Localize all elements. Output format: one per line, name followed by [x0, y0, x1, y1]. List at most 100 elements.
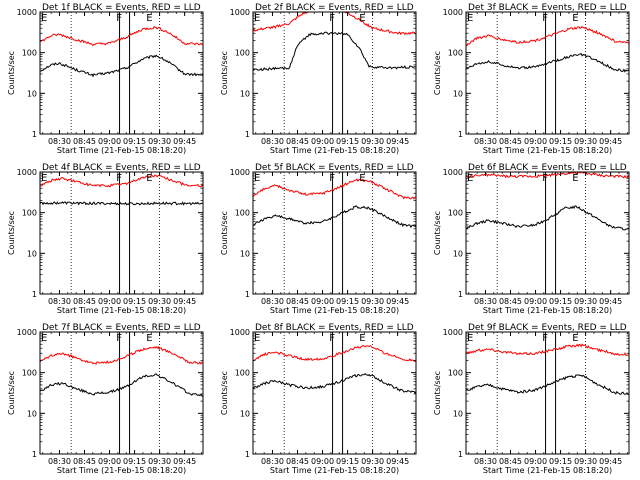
y-tick-label: 1000 — [443, 168, 463, 177]
x-tick-label: 09:45 — [386, 137, 409, 146]
y-axis-label: Counts/sec — [433, 371, 442, 415]
y-tick-label: 10 — [240, 249, 250, 258]
panel-title: Det 3f BLACK = Events, RED = LLD — [468, 3, 627, 13]
attenuator-region-label: F — [116, 13, 122, 24]
panel-title: Det 7f BLACK = Events, RED = LLD — [42, 323, 201, 333]
y-tick-label: 10 — [27, 89, 37, 98]
y-tick-label: 10 — [240, 409, 250, 418]
attenuator-region-label: F — [329, 333, 335, 344]
x-tick-label: 09:30 — [574, 297, 597, 306]
y-tick-label: 100 — [448, 49, 463, 58]
x-tick-label: 09:45 — [599, 137, 622, 146]
y-tick-label: 1000 — [230, 168, 250, 177]
events-series-line — [466, 374, 629, 395]
x-axis-label: Start Time (21-Feb-15 08:18:20) — [270, 466, 399, 475]
x-tick-label: 08:30 — [261, 137, 284, 146]
x-tick-label: 09:45 — [386, 457, 409, 466]
panel-title: Det 1f BLACK = Events, RED = LLD — [42, 3, 201, 13]
y-tick-label: 10 — [27, 409, 37, 418]
y-tick-label: 100 — [235, 209, 250, 218]
x-tick-label: 08:30 — [261, 457, 284, 466]
attenuator-region-label: E — [254, 173, 260, 184]
x-tick-label: 08:30 — [48, 137, 71, 146]
plot-frame — [465, 171, 630, 295]
attenuator-region-label: E — [146, 13, 152, 24]
plot-frame — [39, 11, 204, 135]
x-tick-label: 09:00 — [98, 137, 121, 146]
y-tick-label: 1 — [32, 290, 37, 299]
y-tick-label: 1 — [458, 130, 463, 139]
x-tick-label: 09:15 — [336, 457, 359, 466]
attenuator-region-label: F — [542, 13, 548, 24]
x-tick-label: 09:15 — [123, 297, 146, 306]
x-tick-label: 09:30 — [148, 297, 171, 306]
attenuator-region-label: E — [254, 13, 260, 24]
series-group — [466, 25, 629, 73]
x-tick-label: 08:45 — [499, 297, 522, 306]
x-tick-label: 09:15 — [123, 457, 146, 466]
x-tick-label: 08:45 — [73, 297, 96, 306]
attenuator-region-label: E — [467, 13, 473, 24]
plot-frame — [465, 331, 630, 455]
x-tick-label: 09:45 — [599, 297, 622, 306]
y-tick-label: 1 — [458, 290, 463, 299]
x-tick-label: 08:30 — [261, 297, 284, 306]
x-tick-label: 08:45 — [499, 457, 522, 466]
chart-panel: Det 4f BLACK = Events, RED = LLD 1 10 100 10… — [7, 163, 204, 315]
chart-panel: Det 5f BLACK = Events, RED = LLD 1 10 100 10… — [220, 163, 417, 315]
panel-title: Det 6f BLACK = Events, RED = LLD — [468, 163, 627, 173]
plot-frame — [465, 11, 630, 135]
lld-series-line — [253, 12, 416, 36]
x-axis-label: Start Time (21-Feb-15 08:18:20) — [57, 146, 186, 155]
series-group — [253, 344, 416, 394]
chart-panel: Det 7f BLACK = Events, RED = LLD 1 10 100 10… — [7, 323, 204, 475]
x-tick-label: 09:15 — [336, 137, 359, 146]
lld-series-line — [253, 344, 416, 362]
x-tick-label: 09:45 — [173, 297, 196, 306]
events-series-line — [40, 201, 203, 206]
x-tick-label: 09:45 — [599, 457, 622, 466]
attenuator-region-label: E — [359, 13, 365, 24]
y-axis-label: Counts/sec — [7, 371, 16, 415]
x-tick-label: 09:00 — [311, 457, 334, 466]
attenuator-region-label: F — [329, 13, 335, 24]
y-tick-label: 10 — [453, 409, 463, 418]
plot-frame — [39, 171, 204, 295]
x-tick-label: 08:30 — [474, 457, 497, 466]
x-axis-label: Start Time (21-Feb-15 08:18:20) — [483, 466, 612, 475]
y-tick-label: 10 — [453, 249, 463, 258]
y-axis-label: Counts/sec — [7, 211, 16, 255]
y-tick-label: 1 — [32, 450, 37, 459]
y-tick-label: 100 — [22, 209, 37, 218]
y-tick-label: 1 — [245, 450, 250, 459]
series-group — [40, 345, 203, 397]
x-axis-label: Start Time (21-Feb-15 08:18:20) — [270, 306, 399, 315]
y-axis-label: Counts/sec — [220, 371, 229, 415]
y-tick-label: 10 — [27, 249, 37, 258]
x-tick-label: 09:15 — [549, 297, 572, 306]
attenuator-region-label: E — [572, 173, 578, 184]
y-tick-label: 10 — [240, 89, 250, 98]
lld-series-line — [253, 178, 416, 200]
x-tick-label: 08:30 — [48, 297, 71, 306]
x-tick-label: 08:45 — [286, 457, 309, 466]
x-tick-label: 08:30 — [48, 457, 71, 466]
x-tick-label: 09:30 — [361, 137, 384, 146]
series-group — [40, 174, 203, 206]
series-group — [253, 12, 416, 72]
attenuator-region-label: E — [254, 333, 260, 344]
x-tick-label: 09:45 — [173, 137, 196, 146]
series-group — [253, 178, 416, 229]
chart-panel: Det 1f BLACK = Events, RED = LLD 1 10 100 10… — [7, 3, 204, 155]
x-tick-label: 09:45 — [173, 457, 196, 466]
attenuator-region-label: E — [467, 173, 473, 184]
lld-series-line — [466, 172, 629, 179]
panel-title: Det 8f BLACK = Events, RED = LLD — [255, 323, 414, 333]
attenuator-region-label: E — [467, 333, 473, 344]
x-axis-label: Start Time (21-Feb-15 08:18:20) — [57, 466, 186, 475]
y-axis-label: Counts/sec — [7, 51, 16, 95]
y-axis-label: Counts/sec — [433, 211, 442, 255]
x-tick-label: 08:30 — [474, 297, 497, 306]
x-tick-label: 09:30 — [361, 297, 384, 306]
y-axis-label: Counts/sec — [220, 211, 229, 255]
